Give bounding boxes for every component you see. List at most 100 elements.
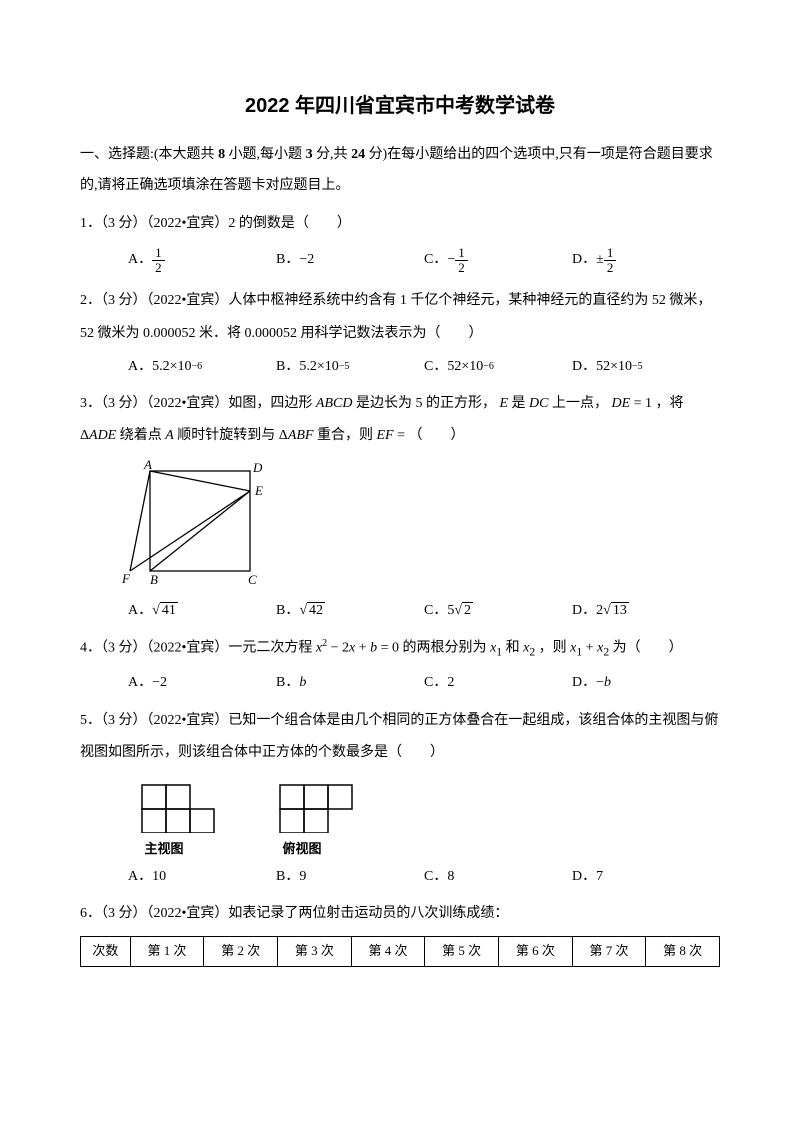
opt-label: C． [424,600,447,622]
t: 绕着点 [116,428,165,443]
front-view-block: 主视图 [110,777,218,860]
sec-text: 一、选择题:(本大题共 [80,147,218,162]
opt-pre: 5 [447,600,454,622]
sec-text: 分,共 [313,147,352,162]
t: DE [611,396,630,411]
question-5-stem: 5．（3 分）（2022•宜宾）已知一个组合体是由几个相同的正方体叠合在一起组成… [80,705,720,769]
opt-label: D． [572,600,596,622]
frac-num: 1 [152,246,165,261]
option-d[interactable]: D．52×10−5 [572,356,720,378]
opt-label: D． [572,672,596,694]
option-a[interactable]: A． 12 [128,246,276,276]
t: 和 [502,641,523,656]
option-b[interactable]: B．9 [276,866,424,888]
question-6-stem: 6．（3 分）（2022•宜宾）如表记录了两位射击运动员的八次训练成绩： [80,898,720,930]
option-b[interactable]: B．−2 [276,246,424,276]
table-cell: 第 6 次 [499,937,573,967]
opt-val: 5.2×10 [299,356,338,378]
opt-label: A． [128,356,152,378]
opt-label: D． [572,866,596,888]
opt-pre: − [447,249,455,271]
option-c[interactable]: C．2 [424,672,572,694]
option-c[interactable]: C．−12 [424,246,572,276]
sqrt: √2 [454,600,473,622]
q5-views: 主视图 俯视图 [110,777,720,860]
opt-label: C． [424,356,447,378]
question-2-options: A．5.2×10−6 B．5.2×10−5 C．52×10−6 D．52×10−… [80,356,720,378]
question-5-options: A．10 B．9 C．8 D．7 [80,866,720,888]
opt-val: −b [596,672,611,694]
opt-val: 7 [596,866,603,888]
t: E [499,396,508,411]
t: 上一点， [548,396,611,411]
t: ADE [89,428,116,443]
question-1-options: A． 12 B．−2 C．−12 D．±12 [80,246,720,276]
option-b[interactable]: B．5.2×10−5 [276,356,424,378]
top-view-label: 俯视图 [248,839,356,860]
table-row: 次数 第 1 次 第 2 次 第 3 次 第 4 次 第 5 次 第 6 次 第… [81,937,720,967]
t: DC [529,396,548,411]
opt-label: D． [572,356,596,378]
q6-table: 次数 第 1 次 第 2 次 第 3 次 第 4 次 第 5 次 第 6 次 第… [80,936,720,967]
t: b [604,675,611,690]
opt-val: 5.2×10 [152,356,191,378]
top-view-block: 俯视图 [248,777,356,860]
t: ABCD [316,396,353,411]
t: + [582,641,597,656]
option-d[interactable]: D．2√13 [572,600,720,622]
table-cell: 第 5 次 [425,937,499,967]
opt-val: 2 [447,672,454,694]
option-b[interactable]: B．b [276,672,424,694]
t: + [355,641,370,656]
option-b[interactable]: B．√42 [276,600,424,622]
table-cell: 次数 [81,937,131,967]
exponent: −5 [632,359,643,375]
option-d[interactable]: D．7 [572,866,720,888]
question-3-options: A．√41 B．√42 C．5√2 D．2√13 [80,600,720,622]
pt-label: F [121,571,131,586]
opt-val: b [299,672,306,694]
opt-val: 52×10 [596,356,632,378]
t: 4．（3 分）（2022•宜宾）一元二次方程 [80,641,316,656]
fraction: 12 [455,246,468,276]
section-1-header: 一、选择题:(本大题共 8 小题,每小题 3 分,共 24 分)在每小题给出的四… [80,140,720,202]
fraction: 12 [152,246,165,276]
q3-figure: A D E F B C [110,459,290,594]
sqrt: √41 [152,600,178,622]
sec-bold: 24 [351,147,365,162]
sec-bold: 3 [306,147,313,162]
opt-label: B． [276,249,299,271]
t: 3．（3 分）（2022•宜宾）如图，四边形 [80,396,316,411]
table-cell: 第 3 次 [278,937,352,967]
option-a[interactable]: A．−2 [128,672,276,694]
exponent: −5 [339,359,350,375]
option-a[interactable]: A．5.2×10−6 [128,356,276,378]
fraction: 12 [604,246,617,276]
opt-label: C． [424,672,447,694]
exponent: −6 [483,359,494,375]
sqrt: √42 [299,600,325,622]
pt-label: A [143,459,152,472]
option-c[interactable]: C．5√2 [424,600,572,622]
option-d[interactable]: D．−b [572,672,720,694]
option-a[interactable]: A．√41 [128,600,276,622]
question-4-stem: 4．（3 分）（2022•宜宾）一元二次方程 x2 − 2x + b = 0 的… [80,632,720,666]
opt-val: 10 [152,866,166,888]
exam-title: 2022 年四川省宜宾市中考数学试卷 [80,90,720,122]
sec-bold: 8 [218,147,225,162]
pt-label: C [248,572,257,587]
opt-label: C． [424,249,447,271]
t: EF [376,428,393,443]
option-a[interactable]: A．10 [128,866,276,888]
opt-label: A． [128,600,152,622]
t: ABF [288,428,314,443]
option-d[interactable]: D．±12 [572,246,720,276]
t: 为（ ） [609,641,683,656]
sqrt-arg: 2 [462,602,473,618]
t: A [165,428,174,443]
frac-num: 1 [455,246,468,261]
front-view-icon [140,783,218,833]
option-c[interactable]: C．8 [424,866,572,888]
option-c[interactable]: C．52×10−6 [424,356,572,378]
opt-label: A． [128,249,152,271]
